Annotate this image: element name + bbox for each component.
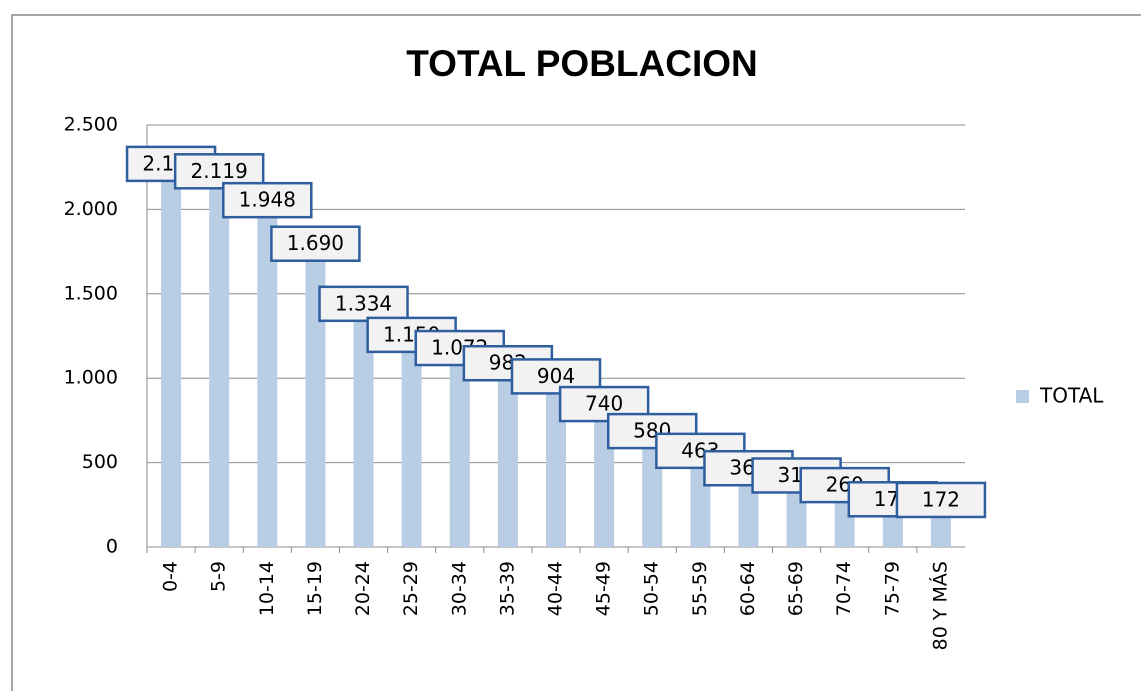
x-tick-label: 25-29 (400, 561, 422, 616)
x-tick-label: 40-44 (545, 561, 567, 616)
x-tick-label: 70-74 (833, 561, 855, 616)
chart-border (11, 14, 1141, 695)
chart-title: TOTAL POBLACION (406, 43, 758, 84)
bar (449, 366, 470, 547)
data-label: 2.119 (191, 159, 248, 183)
bar (738, 486, 759, 547)
y-tick-label: 2.500 (64, 114, 118, 136)
bar (786, 493, 807, 547)
y-tick-label: 2.000 (64, 198, 118, 220)
data-label-box (270, 225, 361, 262)
bar (930, 517, 951, 547)
y-tick-label: 1.000 (64, 367, 118, 389)
legend-label: TOTAL (1039, 384, 1104, 408)
y-tick-label: 0 (106, 536, 118, 558)
x-tick-label: 75-79 (881, 561, 903, 616)
bar (594, 422, 615, 547)
x-tick-label: 30-34 (448, 561, 470, 616)
bar (642, 449, 663, 547)
data-label: 904 (537, 364, 575, 388)
x-tick-label: 80 Y MÁS (928, 561, 951, 650)
x-tick-label: 45-49 (593, 561, 615, 616)
bar (401, 352, 422, 547)
data-label-box (895, 481, 987, 519)
x-tick-label: 55-59 (689, 561, 711, 616)
data-label: 1.690 (287, 231, 344, 255)
bar (257, 218, 278, 547)
x-tick-label: 10-14 (256, 561, 278, 616)
bar (690, 468, 711, 547)
x-tick-label: 65-69 (785, 561, 807, 616)
x-tick-label: 50-54 (641, 561, 663, 616)
bar (161, 181, 182, 547)
y-tick-label: 500 (82, 451, 118, 473)
data-label: 1.948 (239, 188, 296, 212)
bar (305, 261, 326, 547)
data-label: 172 (922, 487, 960, 511)
x-tick-label: 5-9 (208, 561, 230, 592)
data-label: 1.334 (335, 291, 392, 315)
bar (882, 517, 903, 547)
y-tick-label: 1.500 (64, 282, 118, 304)
x-tick-label: 35-39 (496, 561, 518, 616)
legend-swatch (1016, 390, 1029, 403)
data-label-box (222, 181, 313, 219)
x-tick-label: 0-4 (160, 561, 182, 592)
data-label: 740 (585, 392, 623, 416)
data-label-box (318, 285, 409, 323)
x-tick-label: 20-24 (352, 561, 374, 616)
bar (546, 394, 566, 547)
bar (497, 381, 518, 547)
bar (209, 189, 230, 547)
bar (353, 321, 374, 547)
x-tick-label: 15-19 (304, 561, 326, 616)
x-tick-label: 60-64 (737, 561, 759, 616)
